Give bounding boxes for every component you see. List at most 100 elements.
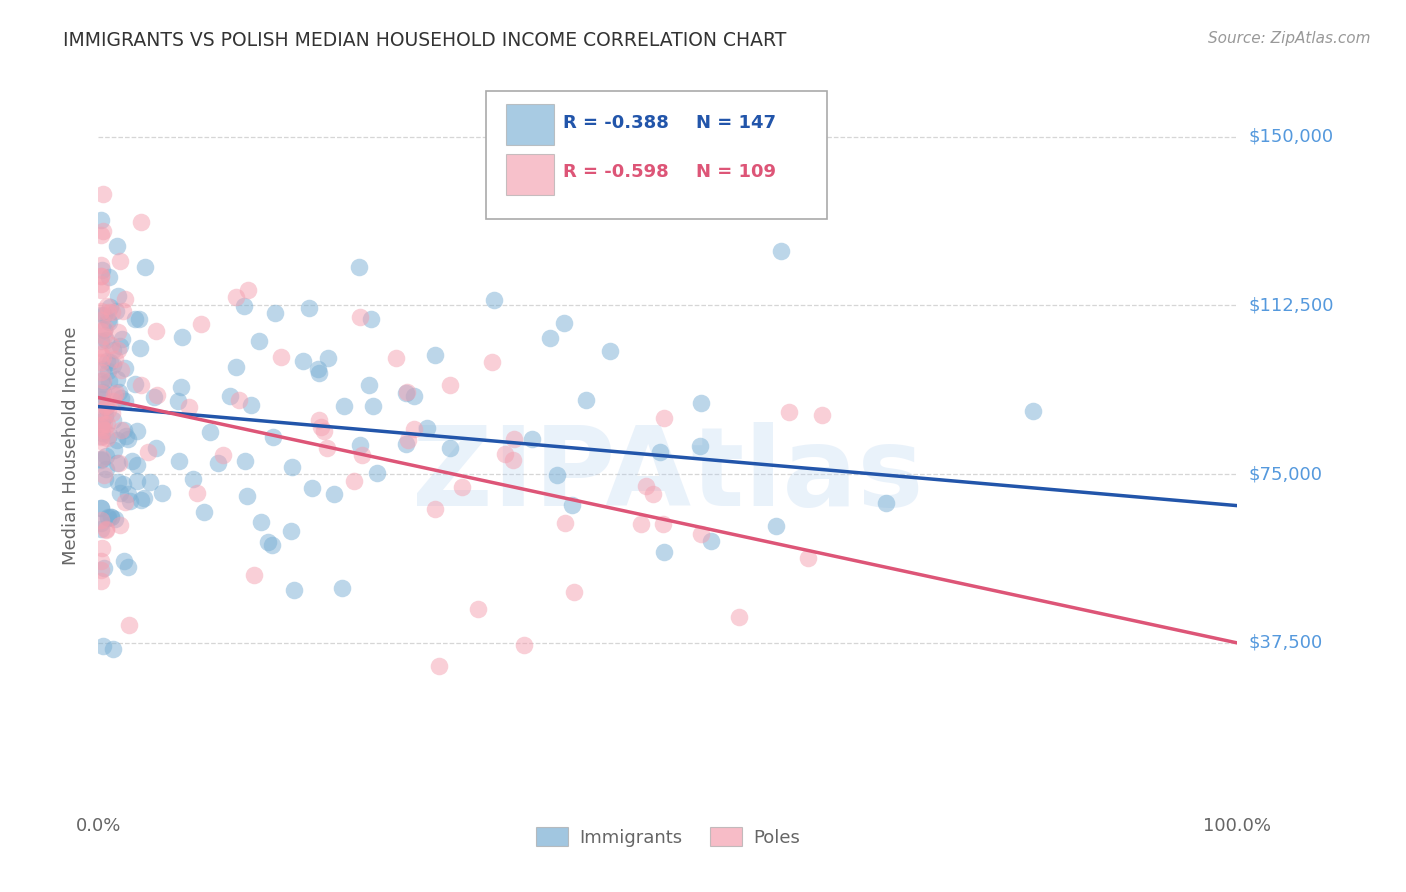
Point [110,254,132,268]
Point [193,506,215,520]
Point [91,392,114,406]
Point [301,481,323,495]
Point [395,385,418,400]
Point [177,400,200,414]
Point [100,338,122,352]
Point [219,389,242,403]
Point [512,638,534,652]
Point [166,393,188,408]
Point [98,374,121,388]
Point [90,419,112,434]
Point [212,448,235,462]
Point [309,420,332,434]
Point [110,392,132,406]
Point [396,433,419,447]
Point [117,487,139,501]
Point [96,432,118,446]
Point [97,305,120,319]
Point [90,283,112,297]
Point [143,391,166,405]
Point [439,442,461,456]
Point [312,424,335,438]
Point [132,491,155,506]
Point [90,500,112,515]
Point [131,378,153,392]
Point [308,366,330,380]
Point [145,442,167,456]
Point [129,342,152,356]
Point [96,353,118,368]
Point [90,403,112,417]
Point [101,305,124,319]
Point [90,364,112,378]
Point [90,227,112,242]
Point [94,449,117,463]
Point [93,308,115,322]
Point [1022,404,1045,418]
Point [332,399,354,413]
Point [700,533,723,548]
Point [90,500,112,515]
Point [554,516,576,531]
Text: $150,000: $150,000 [1249,128,1333,145]
Point [90,347,112,361]
Point [145,388,167,402]
Point [93,560,115,574]
Point [352,448,374,462]
Point [546,468,568,483]
Point [90,574,112,589]
Point [236,489,259,503]
Point [97,364,120,378]
Point [250,515,273,529]
Point [93,423,115,437]
Point [90,258,112,272]
Point [96,299,118,313]
Point [385,351,408,365]
Point [280,459,302,474]
Point [765,519,787,533]
Point [366,467,388,481]
Point [90,312,112,326]
Point [395,385,418,400]
Point [90,516,112,530]
Point [502,452,524,467]
Point [128,311,150,326]
Point [262,538,284,552]
Point [93,186,115,201]
Point [402,422,425,436]
Point [648,445,671,459]
Point [107,326,129,340]
Point [93,328,115,343]
Point [402,389,425,403]
Point [94,409,117,424]
Point [91,639,114,653]
Point [152,485,174,500]
Point [90,451,112,466]
Point [561,498,583,512]
Point [357,377,380,392]
Point [112,423,135,437]
Point [689,440,711,454]
Point [114,393,136,408]
Point [96,402,118,417]
Point [316,441,339,455]
Text: ZIPAtlas: ZIPAtlas [412,422,924,529]
Point [110,363,132,377]
Point [90,341,112,355]
Point [167,454,190,468]
FancyBboxPatch shape [506,154,554,195]
Point [256,535,278,549]
Point [91,414,114,428]
Point [90,303,112,318]
Point [225,359,247,374]
Point [690,527,713,541]
Point [98,316,121,330]
Point [343,474,366,488]
Point [90,334,112,349]
Point [94,399,117,413]
Point [641,486,664,500]
Point [90,308,112,322]
Point [235,454,257,468]
Point [127,424,149,438]
Point [97,270,120,285]
